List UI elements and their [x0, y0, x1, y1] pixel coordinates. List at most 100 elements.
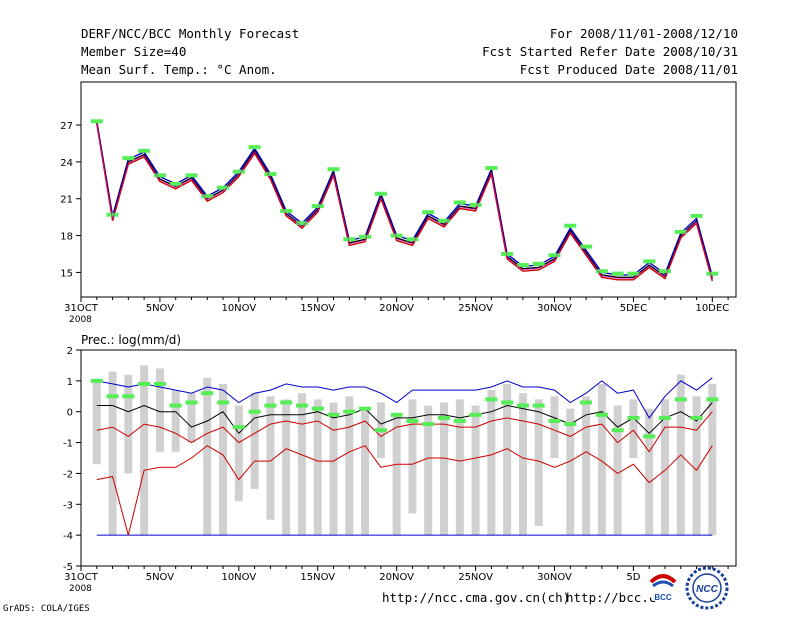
observed-marker	[201, 391, 214, 396]
precip-title: Prec.: log(mm/d)	[81, 333, 181, 347]
plot-frame-0	[80, 81, 737, 298]
y-tick-label: 15	[60, 268, 73, 279]
x-tick-label: 30NOV	[537, 572, 572, 583]
observed-marker	[295, 221, 308, 226]
observed-marker	[201, 194, 214, 199]
y-tick-label: -3	[63, 500, 73, 511]
spread-bar	[282, 399, 291, 536]
observed-marker	[248, 409, 261, 414]
observed-marker	[153, 173, 166, 178]
y-tick-label: -2	[63, 469, 73, 480]
observed-marker	[390, 412, 403, 417]
x-tick-label: 5D	[626, 572, 640, 583]
series-lower	[96, 123, 713, 282]
series-spread-line	[96, 123, 713, 280]
observed-marker	[627, 415, 640, 420]
observed-marker	[90, 378, 103, 383]
y-tick-label: 27	[60, 121, 73, 132]
spread-bar	[203, 377, 212, 536]
series-upper	[96, 377, 713, 419]
chart-title: DERF/NCC/BCC Monthly Forecast	[81, 26, 300, 41]
spread-bar	[266, 396, 275, 520]
observed-marker	[674, 397, 687, 402]
observed-marker	[359, 234, 372, 239]
x-tick-label: 20NOV	[379, 303, 414, 314]
spread-bar	[408, 399, 417, 514]
y-tick-label: 2	[67, 346, 73, 357]
observed-marker	[438, 415, 451, 420]
observed-marker	[185, 400, 198, 405]
bcc-logo-text: BCC	[654, 593, 672, 602]
spread-bar	[566, 408, 575, 536]
observed-marker	[532, 261, 545, 266]
observed-marker	[516, 263, 529, 268]
spread-bar	[440, 402, 449, 536]
observed-marker	[232, 169, 245, 174]
series-ensemble-mean	[96, 122, 713, 279]
spread-bar	[250, 393, 259, 489]
observed-marker	[106, 394, 119, 399]
observed-marker	[343, 237, 356, 242]
spread-bar	[582, 396, 591, 536]
observed-marker	[122, 156, 135, 161]
spread-bar	[155, 368, 164, 452]
variable-label: Mean Surf. Temp.: °C Anom.	[81, 62, 277, 77]
spread-bar	[361, 408, 370, 536]
spread-bar	[424, 405, 433, 536]
spread-bar	[92, 380, 101, 465]
spread-bar	[124, 374, 133, 474]
spread-bar	[613, 405, 622, 536]
x-tick-label: 10NOV	[221, 303, 256, 314]
observed-marker	[390, 233, 403, 238]
observed-marker	[406, 237, 419, 242]
observed-marker	[706, 271, 719, 276]
x-tick-label: 5NOV	[146, 303, 175, 314]
observed-marker	[548, 418, 561, 423]
observed-marker	[643, 434, 656, 439]
ncc-url[interactable]: http://ncc.cma.gov.cn(ch)	[382, 590, 571, 605]
observed-marker	[327, 167, 340, 172]
spread-bar	[503, 383, 512, 536]
observed-marker	[564, 422, 577, 427]
spread-bar	[518, 393, 527, 536]
x-tick-label: 10DEC	[695, 303, 729, 314]
spread-bar	[487, 390, 496, 536]
spread-bar	[219, 383, 228, 536]
observed-marker	[311, 204, 324, 209]
x-tick-label: 30NOV	[537, 303, 572, 314]
spread-bar	[140, 365, 149, 536]
observed-marker	[422, 210, 435, 215]
observed-marker	[232, 425, 245, 430]
y-tick-label: 21	[60, 195, 73, 206]
observed-marker	[548, 253, 561, 258]
observed-marker	[90, 119, 103, 124]
x-tick-label: 25NOV	[458, 303, 493, 314]
spread-bar	[471, 405, 480, 536]
series-lower-red	[96, 445, 713, 536]
spread-bar	[313, 399, 322, 536]
spread-bar	[108, 371, 117, 536]
observed-marker	[327, 412, 340, 417]
x-tick-year: 2008	[69, 584, 92, 594]
spread-bar	[187, 393, 196, 443]
spread-bar	[629, 399, 638, 458]
observed-marker	[516, 403, 529, 408]
observed-marker	[469, 412, 482, 417]
observed-marker	[422, 422, 435, 427]
forecast-produced-date: Fcst Produced Date 2008/11/01	[519, 62, 738, 77]
observed-marker	[453, 200, 466, 205]
observed-marker	[280, 400, 293, 405]
x-tick-label: 5NOV	[146, 572, 175, 583]
spread-bar	[692, 396, 701, 536]
observed-marker	[153, 381, 166, 386]
bcc-url[interactable]: http://bcc.c	[566, 590, 657, 605]
observed-marker	[595, 412, 608, 417]
spread-bar	[297, 393, 306, 536]
observed-marker	[564, 223, 577, 228]
observed-marker	[532, 403, 545, 408]
ncc-logo-text: NCC	[696, 584, 718, 595]
plot-frame-1	[80, 349, 737, 567]
forecast-period: For 2008/11/01-2008/12/10	[549, 26, 738, 41]
observed-marker	[122, 394, 135, 399]
